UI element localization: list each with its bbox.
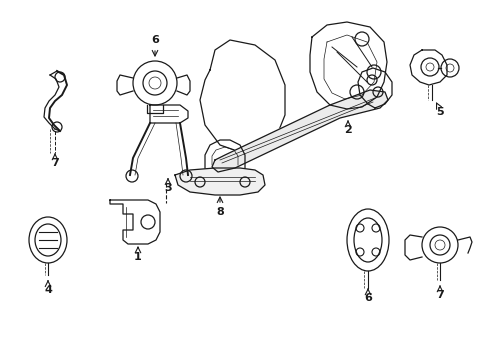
Text: 6: 6 xyxy=(151,35,159,45)
Text: 4: 4 xyxy=(44,285,52,295)
Text: 2: 2 xyxy=(344,125,352,135)
Text: 7: 7 xyxy=(436,290,444,300)
Text: 3: 3 xyxy=(164,183,172,193)
Text: 8: 8 xyxy=(216,207,224,217)
Text: 6: 6 xyxy=(364,293,372,303)
Polygon shape xyxy=(212,90,388,172)
Polygon shape xyxy=(175,168,265,195)
Text: 5: 5 xyxy=(436,107,444,117)
Text: 7: 7 xyxy=(51,158,59,168)
Text: 1: 1 xyxy=(134,252,142,262)
